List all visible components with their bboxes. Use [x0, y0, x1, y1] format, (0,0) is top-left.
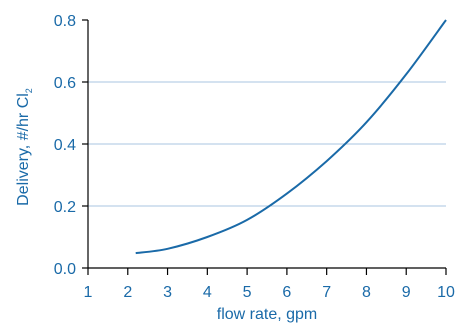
x-tick-label: 1 [84, 284, 93, 301]
series-line [135, 19, 447, 255]
x-tick-label: 8 [362, 284, 371, 301]
x-tick-label: 4 [203, 284, 212, 301]
x-tick-label: 7 [322, 284, 331, 301]
y-axis-title-subscript: 2 [24, 88, 34, 93]
x-tick-label: 9 [402, 284, 411, 301]
y-axis-title: Delivery, #/hr Cl2 [15, 88, 34, 206]
x-tick-label: 5 [243, 284, 252, 301]
y-tick-label: 0.2 [54, 199, 76, 216]
y-tick-label: 0.4 [54, 137, 76, 154]
y-axis-title-main: Delivery, #/hr Cl [15, 93, 32, 206]
series [135, 19, 447, 255]
grid-lines [88, 81, 446, 207]
y-tick-label: 0.8 [54, 13, 76, 30]
axes [82, 19, 447, 275]
x-tick-label: 2 [123, 284, 132, 301]
y-tick-label: 0.0 [54, 261, 76, 278]
x-axis-title: flow rate, gpm [217, 306, 317, 323]
x-tick-label: 6 [282, 284, 291, 301]
x-tick-label: 3 [163, 284, 172, 301]
y-tick-labels: 0.0 0.2 0.4 0.6 0.8 [54, 13, 76, 278]
x-tick-labels: 1 2 3 4 5 6 7 8 9 10 [84, 284, 455, 301]
x-tick-label: 10 [437, 284, 455, 301]
y-tick-label: 0.6 [54, 75, 76, 92]
